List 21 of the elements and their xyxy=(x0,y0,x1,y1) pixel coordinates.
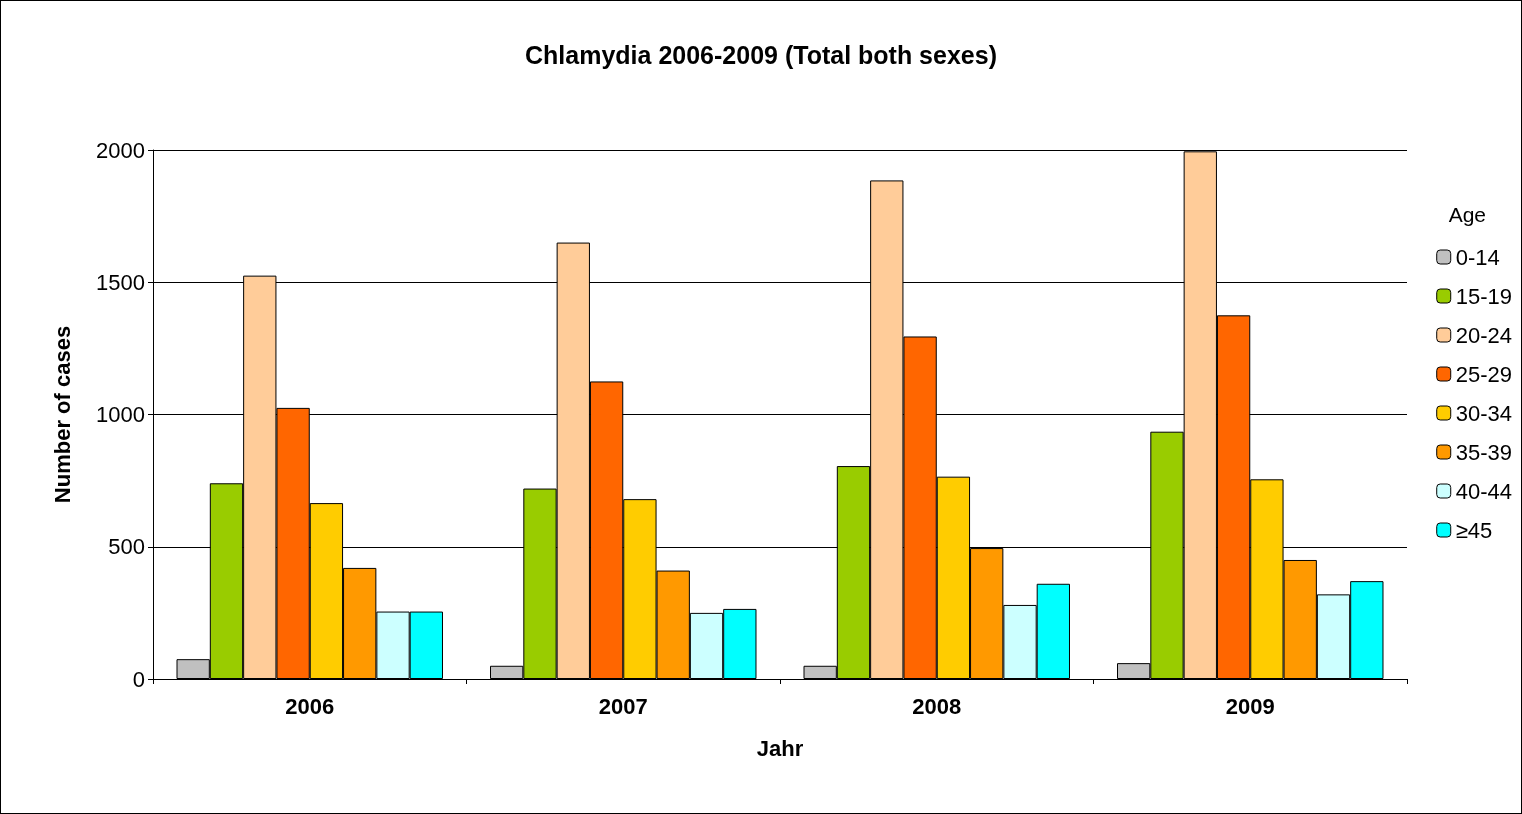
legend-title: Age xyxy=(1448,203,1487,226)
x-axis-title: Jahr xyxy=(756,735,804,761)
legend-label: 15-19 xyxy=(1455,283,1513,309)
y-axis-title: Number of cases xyxy=(49,325,75,504)
y-tick-label: 1000 xyxy=(96,402,145,427)
x-tick-label: 2007 xyxy=(598,693,648,719)
chart-title: Chlamydia 2006-2009 (Total both sexes) xyxy=(525,40,997,69)
legend-label: 20-24 xyxy=(1455,322,1513,348)
legend-label: ≥45 xyxy=(1455,517,1493,543)
y-tick-label: 500 xyxy=(108,534,145,560)
x-tick-label: 2008 xyxy=(912,693,962,719)
legend-label: 30-34 xyxy=(1455,400,1513,426)
legend-label: 40-44 xyxy=(1455,478,1513,504)
y-tick-label: 1500 xyxy=(96,269,145,295)
legend-label: 35-39 xyxy=(1455,439,1513,465)
x-tick-label: 2009 xyxy=(1225,693,1275,719)
legend-label: 0-14 xyxy=(1455,244,1500,270)
y-tick-label: 2000 xyxy=(96,137,145,163)
legend-label: 25-29 xyxy=(1455,361,1513,387)
y-tick-label: 0 xyxy=(132,666,145,692)
x-tick-label: 2006 xyxy=(285,693,335,719)
